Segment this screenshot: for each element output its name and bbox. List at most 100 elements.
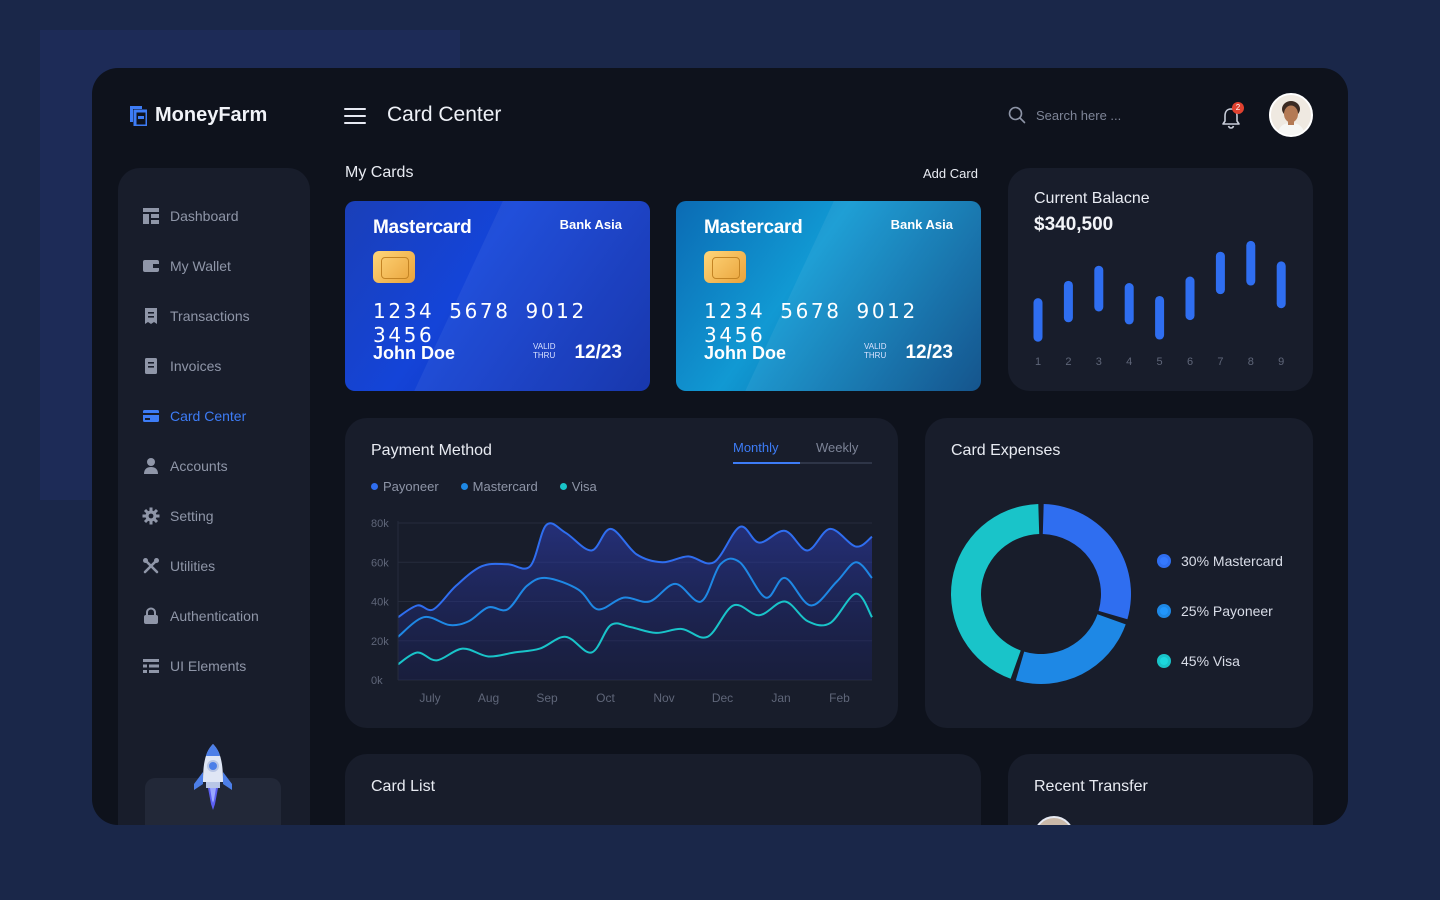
sidebar-item-label: Card Center (170, 408, 247, 424)
current-balance-panel: Current Balacne $340,500 1 2 3 4 5 6 7 8 9 (1008, 168, 1313, 391)
sidebar-item-label: UI Elements (170, 658, 247, 674)
card-list-panel: Card List (345, 754, 981, 825)
card-chip-icon (704, 251, 746, 283)
sidebar: Dashboard My Wallet Transactions Invoice… (118, 168, 310, 825)
balance-bar-chart: 1 2 3 4 5 6 7 8 9 (1033, 240, 1286, 368)
gear-icon (142, 507, 160, 525)
y-tick-label: 80k (371, 518, 389, 530)
payment-title: Payment Method (371, 442, 492, 459)
x-tick-label: Sep (536, 691, 558, 705)
card-chip-icon (373, 251, 415, 283)
notifications-button[interactable]: 2 (1220, 102, 1244, 130)
sidebar-item-label: My Wallet (170, 258, 231, 274)
sidebar-item-label: Accounts (170, 458, 228, 474)
user-avatar[interactable] (1269, 93, 1313, 137)
donut-slice[interactable] (1042, 504, 1131, 620)
sidebar-item-label: Utilities (170, 558, 216, 574)
y-tick-label: 0k (371, 675, 383, 687)
x-tick-label: Oct (596, 691, 615, 705)
credit-card[interactable]: Mastercard Bank Asia 1234 5678 9012 3456… (676, 201, 981, 391)
chart-legend: Payoneer Mastercard Visa (371, 479, 597, 494)
tab-weekly[interactable]: Weekly (816, 440, 859, 455)
card-number: 1234 5678 9012 3456 (373, 299, 587, 347)
recent-transfer-panel: Recent Transfer (1008, 754, 1313, 825)
search-icon (1008, 106, 1026, 124)
y-tick-label: 40k (371, 597, 389, 609)
x-tick-label: 1 (1035, 356, 1041, 368)
sidebar-item-card-center[interactable]: Card Center (142, 404, 246, 428)
balance-title: Current Balacne (1034, 190, 1150, 207)
series-line-visa (397, 592, 873, 666)
card-expenses-panel: Card Expenses 30% Mastercard 25% Payonee… (925, 418, 1313, 728)
x-tick-label: Aug (478, 691, 499, 705)
sidebar-item-label: Setting (170, 508, 214, 524)
card-icon (143, 410, 159, 422)
card-holder: John Doe (373, 343, 456, 363)
expenses-donut-chart (951, 504, 1131, 684)
active-tab-indicator (733, 462, 800, 464)
avatar[interactable] (1034, 816, 1074, 825)
wallet-icon (143, 260, 159, 272)
search-input[interactable] (1036, 107, 1186, 123)
sidebar-item-label: Transactions (170, 308, 250, 324)
sidebar-item-label: Invoices (170, 358, 222, 374)
balance-amount: $340,500 (1034, 214, 1114, 235)
series-line-mastercard (397, 557, 873, 638)
legend-item: Mastercard (460, 479, 538, 494)
legend-item: 30% Mastercard (1157, 536, 1283, 586)
x-tick-label: Nov (653, 691, 674, 705)
card-valid-thru-label: VALID THRU (533, 342, 556, 360)
donut-slice[interactable] (951, 504, 1040, 679)
sidebar-item-accounts[interactable]: Accounts (142, 454, 228, 478)
y-tick-label: 60k (371, 557, 389, 569)
legend-item: Payoneer (371, 479, 439, 494)
add-card-button[interactable]: Add Card (923, 166, 978, 181)
sidebar-item-label: Dashboard (170, 208, 239, 224)
legend-item: Visa (559, 479, 597, 494)
card-expiry: 12/23 (905, 342, 953, 363)
app-name: MoneyFarm (155, 104, 268, 126)
moneyfarm-logo-icon (130, 105, 147, 126)
x-tick-label: 5 (1157, 356, 1163, 368)
y-tick-label: 20k (371, 636, 389, 648)
my-cards-title: My Cards (345, 164, 414, 181)
user-icon (144, 458, 158, 474)
app-logo[interactable]: MoneyFarm (130, 104, 267, 127)
menu-toggle-button[interactable] (344, 108, 366, 124)
credit-card[interactable]: Mastercard Bank Asia 1234 5678 9012 3456… (345, 201, 650, 391)
invoices-icon (145, 358, 157, 374)
card-bank: Bank Asia (559, 217, 622, 232)
x-tick-label: 9 (1278, 356, 1284, 368)
notification-badge: 2 (1232, 102, 1244, 114)
card-bank: Bank Asia (890, 217, 953, 232)
card-expiry: 12/23 (574, 342, 622, 363)
sidebar-item-setting[interactable]: Setting (142, 504, 214, 528)
list-icon (143, 659, 159, 673)
payoneer-area (398, 523, 872, 680)
payment-method-panel: Payment Method Monthly Weekly Payoneer M… (345, 418, 898, 728)
donut-slice[interactable] (1015, 614, 1126, 684)
sidebar-item-authentication[interactable]: Authentication (142, 604, 259, 628)
tools-icon (143, 558, 159, 574)
card-list-title: Card List (371, 778, 436, 795)
sidebar-item-invoices[interactable]: Invoices (142, 354, 221, 378)
donut-legend: 30% Mastercard 25% Payoneer 45% Visa (1157, 536, 1283, 686)
tab-monthly[interactable]: Monthly (733, 440, 779, 455)
sidebar-item-my-wallet[interactable]: My Wallet (142, 254, 231, 278)
legend-item: 45% Visa (1157, 636, 1283, 686)
search-bar[interactable] (1008, 106, 1186, 124)
x-tick-label: Dec (712, 691, 733, 705)
card-valid-thru-label: VALID THRU (864, 342, 887, 360)
transactions-icon (145, 308, 157, 324)
x-tick-label: 6 (1187, 356, 1193, 368)
sidebar-item-dashboard[interactable]: Dashboard (142, 204, 239, 228)
x-tick-label: July (419, 691, 440, 705)
lock-icon (144, 607, 158, 624)
x-tick-label: 7 (1217, 356, 1223, 368)
sidebar-item-transactions[interactable]: Transactions (142, 304, 250, 328)
app-window: MoneyFarm Card Center 2 Dashboar (92, 68, 1348, 825)
sidebar-item-ui-elements[interactable]: UI Elements (142, 654, 246, 678)
sidebar-item-utilities[interactable]: Utilities (142, 554, 215, 578)
legend-item: 25% Payoneer (1157, 586, 1283, 636)
sidebar-item-label: Authentication (170, 608, 259, 624)
